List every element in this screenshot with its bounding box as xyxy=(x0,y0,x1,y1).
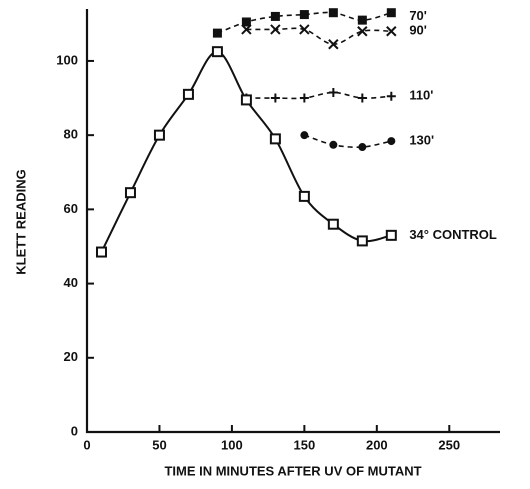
y-tick-label: 100 xyxy=(56,52,78,67)
y-tick-label: 60 xyxy=(64,201,78,216)
marker xyxy=(357,93,367,103)
y-tick-label: 20 xyxy=(64,349,78,364)
y-tick-label: 80 xyxy=(64,127,78,142)
marker xyxy=(386,8,396,18)
marker xyxy=(270,11,280,21)
marker xyxy=(241,24,252,35)
marker xyxy=(212,28,222,38)
legend-label: 110' xyxy=(409,88,433,103)
x-tick-label: 50 xyxy=(152,437,166,452)
marker xyxy=(182,88,194,100)
marker xyxy=(356,235,368,247)
x-tick-label: 100 xyxy=(221,437,243,452)
marker xyxy=(327,218,339,230)
marker xyxy=(95,246,107,258)
marker xyxy=(385,229,397,241)
marker xyxy=(211,46,223,58)
x-axis-label: TIME IN MINUTES AFTER UV OF MUTANT xyxy=(164,463,421,478)
marker xyxy=(270,93,280,103)
legend-label: 70' xyxy=(409,8,427,23)
series-line xyxy=(246,27,392,46)
marker xyxy=(328,39,339,50)
y-tick-label: 40 xyxy=(64,275,78,290)
marker xyxy=(269,133,281,145)
marker xyxy=(299,10,309,20)
marker xyxy=(386,26,397,37)
marker xyxy=(299,93,309,103)
marker xyxy=(241,17,251,27)
marker xyxy=(357,15,367,25)
marker xyxy=(153,129,165,141)
legend-label: 34° CONTROL xyxy=(409,227,497,242)
legend-label: 130' xyxy=(409,133,434,148)
marker xyxy=(358,143,367,152)
x-tick-label: 150 xyxy=(294,437,316,452)
series-line xyxy=(100,50,392,253)
marker xyxy=(329,140,338,149)
marker xyxy=(299,24,310,35)
legend-label: 90' xyxy=(409,23,427,38)
y-axis-label: KLETT READING xyxy=(13,169,28,274)
marker xyxy=(387,137,396,146)
marker xyxy=(240,94,252,106)
marker xyxy=(270,24,281,35)
x-tick-label: 250 xyxy=(438,437,460,452)
marker xyxy=(328,8,338,18)
axes xyxy=(85,9,500,434)
marker xyxy=(386,91,396,101)
marker xyxy=(124,187,136,199)
series-line xyxy=(246,91,392,100)
x-tick-label: 0 xyxy=(83,437,90,452)
marker xyxy=(328,87,338,97)
marker xyxy=(357,26,368,37)
series-line xyxy=(304,134,392,149)
marker xyxy=(298,190,310,202)
y-tick-label: 0 xyxy=(71,423,78,438)
marker xyxy=(300,131,309,140)
x-tick-label: 200 xyxy=(366,437,388,452)
